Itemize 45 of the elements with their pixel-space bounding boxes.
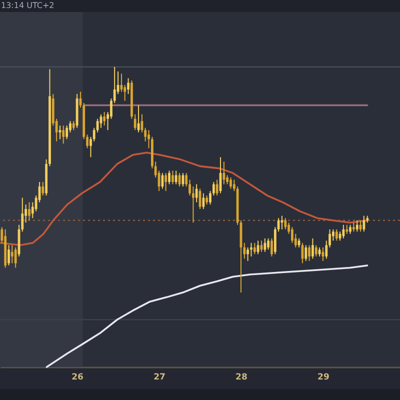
candlestick bbox=[72, 120, 75, 131]
candlestick bbox=[352, 222, 355, 232]
candlestick bbox=[362, 215, 366, 232]
candlestick bbox=[253, 242, 256, 255]
candlestick bbox=[246, 246, 249, 262]
candlestick bbox=[291, 226, 294, 244]
candlestick bbox=[58, 125, 62, 140]
candlestick bbox=[335, 228, 338, 242]
candlestick bbox=[222, 161, 226, 185]
candlestick bbox=[349, 224, 352, 234]
candlestick bbox=[206, 195, 208, 206]
candlestick bbox=[10, 244, 14, 264]
candlestick bbox=[164, 172, 168, 192]
candlestick bbox=[346, 224, 348, 234]
candlestick bbox=[202, 192, 205, 210]
candlestick bbox=[304, 244, 308, 262]
candlestick bbox=[264, 238, 266, 252]
candlestick bbox=[294, 233, 297, 248]
x-tick-label: 27 bbox=[154, 372, 166, 382]
x-tick-label: 29 bbox=[318, 372, 330, 382]
candlestick bbox=[284, 218, 287, 230]
candlestick bbox=[62, 125, 65, 144]
candlestick bbox=[172, 170, 174, 185]
x-tick-label: 28 bbox=[236, 372, 248, 382]
candlestick bbox=[174, 170, 178, 185]
candlestick bbox=[312, 238, 314, 260]
candlestick bbox=[66, 125, 68, 140]
candlestick bbox=[267, 238, 270, 250]
candlestick bbox=[250, 242, 252, 257]
candlestick bbox=[28, 202, 30, 221]
candlestick bbox=[195, 184, 198, 203]
candlestick bbox=[103, 112, 106, 126]
candlestick bbox=[342, 224, 345, 239]
candlestick bbox=[8, 244, 10, 266]
candlestick bbox=[356, 220, 358, 232]
candlestick bbox=[314, 244, 318, 257]
candlestick bbox=[14, 246, 17, 268]
candlestick bbox=[127, 78, 130, 94]
x-tick-label: 26 bbox=[72, 372, 84, 382]
text: 13:14 UTC+2 bbox=[1, 1, 54, 11]
candlestick bbox=[230, 176, 232, 190]
candlestick bbox=[168, 170, 170, 185]
candlestick bbox=[308, 244, 310, 262]
candlestick bbox=[42, 181, 44, 196]
candlestick bbox=[270, 238, 273, 257]
